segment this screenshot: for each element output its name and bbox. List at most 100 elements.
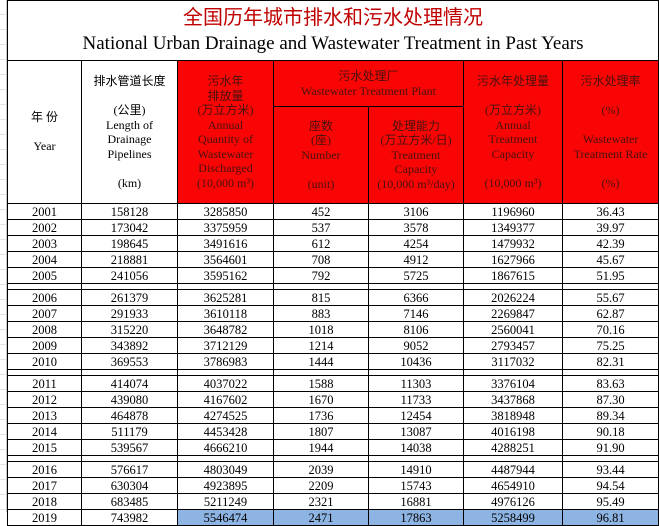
cell-2017-col4[interactable]: 15743 (368, 477, 464, 494)
cell-2017-col5[interactable]: 4654910 (463, 477, 563, 494)
header-treatment-rate[interactable]: 污水处理率 (%) Wastewater Treatment Rate (%) (561, 60, 659, 204)
cell-2006-col2[interactable]: 3625281 (177, 289, 274, 306)
cell-2002-col6[interactable]: 39.97 (561, 219, 659, 236)
cell-2011-col2[interactable]: 4037022 (177, 375, 274, 392)
cell-2015-col1[interactable]: 539567 (81, 439, 178, 456)
cell-2013-col0[interactable]: 2013 (7, 407, 82, 424)
cell-2010-col5[interactable]: 3117032 (463, 353, 563, 370)
header-wastewater-discharged[interactable]: 污水年 排放量 (万立方米) Annual Quantity of Wastew… (177, 60, 274, 204)
cell-2018-col6[interactable]: 95.49 (561, 493, 659, 510)
header-treatment-plant-group[interactable]: 污水处理厂 Wastewater Treatment Plant (273, 60, 464, 107)
cell-2015-col3[interactable]: 1944 (273, 439, 369, 456)
cell-2011-col4[interactable]: 11303 (368, 375, 464, 392)
cell-2001-col3[interactable]: 452 (273, 203, 369, 220)
cell-2002-col1[interactable]: 173042 (81, 219, 178, 236)
cell-2010-col0[interactable]: 2010 (7, 353, 82, 370)
cell-2008-col3[interactable]: 1018 (273, 321, 369, 338)
cell-2014-col4[interactable]: 13087 (368, 423, 464, 440)
header-plant-number[interactable]: 座数 (座) Number (unit) (273, 106, 369, 204)
cell-2008-col6[interactable]: 70.16 (561, 321, 659, 338)
cell-2014-col1[interactable]: 511179 (81, 423, 178, 440)
cell-2018-col3[interactable]: 2321 (273, 493, 369, 510)
cell-2012-col2[interactable]: 4167602 (177, 391, 274, 408)
cell-2013-col4[interactable]: 12454 (368, 407, 464, 424)
cell-2006-col6[interactable]: 55.67 (561, 289, 659, 306)
cell-2014-col3[interactable]: 1807 (273, 423, 369, 440)
cell-2017-col1[interactable]: 630304 (81, 477, 178, 494)
cell-2005-col4[interactable]: 5725 (368, 267, 464, 284)
cell-2017-col0[interactable]: 2017 (7, 477, 82, 494)
cell-2010-col3[interactable]: 1444 (273, 353, 369, 370)
cell-2011-col6[interactable]: 83.63 (561, 375, 659, 392)
cell-2004-col0[interactable]: 2004 (7, 251, 82, 268)
cell-2009-col3[interactable]: 1214 (273, 337, 369, 354)
cell-2005-col2[interactable]: 3595162 (177, 267, 274, 284)
header-year[interactable]: 年 份 Year (7, 60, 82, 204)
cell-2009-col2[interactable]: 3712129 (177, 337, 274, 354)
cell-2007-col3[interactable]: 883 (273, 305, 369, 322)
cell-2016-col6[interactable]: 93.44 (561, 461, 659, 478)
cell-2013-col3[interactable]: 1736 (273, 407, 369, 424)
cell-2018-col5[interactable]: 4976126 (463, 493, 563, 510)
cell-2009-col1[interactable]: 343892 (81, 337, 178, 354)
header-drainage-length[interactable]: 排水管道长度 (公里) Length of Drainage Pipelines… (81, 60, 178, 204)
cell-2016-col4[interactable]: 14910 (368, 461, 464, 478)
cell-2013-col6[interactable]: 89.34 (561, 407, 659, 424)
cell-2018-col0[interactable]: 2018 (7, 493, 82, 510)
cell-2011-col5[interactable]: 3376104 (463, 375, 563, 392)
cell-2013-col2[interactable]: 4274525 (177, 407, 274, 424)
cell-2005-col3[interactable]: 792 (273, 267, 369, 284)
cell-2011-col3[interactable]: 1588 (273, 375, 369, 392)
cell-2002-col2[interactable]: 3375959 (177, 219, 274, 236)
cell-2002-col3[interactable]: 537 (273, 219, 369, 236)
cell-2014-col5[interactable]: 4016198 (463, 423, 563, 440)
cell-2014-col0[interactable]: 2014 (7, 423, 82, 440)
cell-2009-col5[interactable]: 2793457 (463, 337, 563, 354)
cell-2010-col4[interactable]: 10436 (368, 353, 464, 370)
cell-2007-col1[interactable]: 291933 (81, 305, 178, 322)
cell-2015-col4[interactable]: 14038 (368, 439, 464, 456)
cell-2012-col5[interactable]: 3437868 (463, 391, 563, 408)
cell-2007-col5[interactable]: 2269847 (463, 305, 563, 322)
cell-2008-col4[interactable]: 8106 (368, 321, 464, 338)
cell-2010-col1[interactable]: 369553 (81, 353, 178, 370)
cell-2008-col0[interactable]: 2008 (7, 321, 82, 338)
cell-2017-col2[interactable]: 4923895 (177, 477, 274, 494)
cell-2003-col3[interactable]: 612 (273, 235, 369, 252)
cell-2001-col0[interactable]: 2001 (7, 203, 82, 220)
cell-2007-col0[interactable]: 2007 (7, 305, 82, 322)
cell-2009-col4[interactable]: 9052 (368, 337, 464, 354)
cell-2007-col4[interactable]: 7146 (368, 305, 464, 322)
cell-2016-col0[interactable]: 2016 (7, 461, 82, 478)
cell-2012-col4[interactable]: 11733 (368, 391, 464, 408)
cell-2001-col1[interactable]: 158128 (81, 203, 178, 220)
cell-2003-col1[interactable]: 198645 (81, 235, 178, 252)
cell-2007-col2[interactable]: 3610118 (177, 305, 274, 322)
cell-2006-col1[interactable]: 261379 (81, 289, 178, 306)
cell-2003-col5[interactable]: 1479932 (463, 235, 563, 252)
cell-2012-col3[interactable]: 1670 (273, 391, 369, 408)
cell-2018-col1[interactable]: 683485 (81, 493, 178, 510)
cell-2005-col0[interactable]: 2005 (7, 267, 82, 284)
cell-2002-col5[interactable]: 1349377 (463, 219, 563, 236)
cell-2016-col3[interactable]: 2039 (273, 461, 369, 478)
cell-2008-col2[interactable]: 3648782 (177, 321, 274, 338)
cell-2012-col1[interactable]: 439080 (81, 391, 178, 408)
cell-2012-col0[interactable]: 2012 (7, 391, 82, 408)
cell-2011-col0[interactable]: 2011 (7, 375, 82, 392)
cell-2010-col2[interactable]: 3786983 (177, 353, 274, 370)
cell-2003-col6[interactable]: 42.39 (561, 235, 659, 252)
cell-2009-col0[interactable]: 2009 (7, 337, 82, 354)
cell-2004-col5[interactable]: 1627966 (463, 251, 563, 268)
cell-2015-col6[interactable]: 91.90 (561, 439, 659, 456)
cell-2004-col3[interactable]: 708 (273, 251, 369, 268)
cell-2004-col6[interactable]: 45.67 (561, 251, 659, 268)
cell-2007-col6[interactable]: 62.87 (561, 305, 659, 322)
cell-2008-col5[interactable]: 2560041 (463, 321, 563, 338)
cell-2015-col2[interactable]: 4666210 (177, 439, 274, 456)
cell-2015-col5[interactable]: 4288251 (463, 439, 563, 456)
cell-2009-col6[interactable]: 75.25 (561, 337, 659, 354)
cell-2002-col4[interactable]: 3578 (368, 219, 464, 236)
cell-2014-col2[interactable]: 4453428 (177, 423, 274, 440)
cell-2004-col1[interactable]: 218881 (81, 251, 178, 268)
